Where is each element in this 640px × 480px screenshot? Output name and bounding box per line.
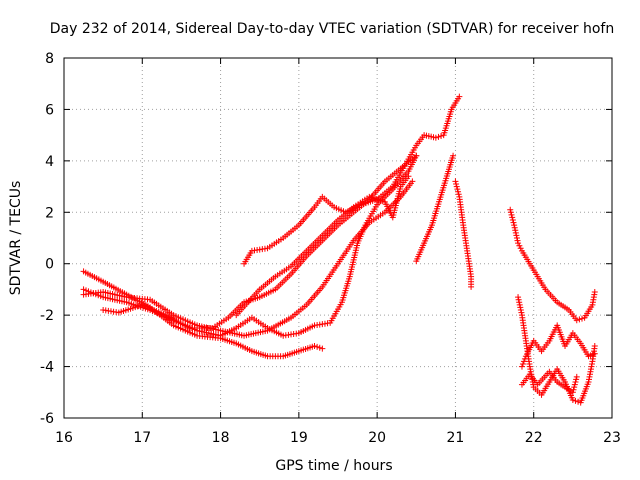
data-point-marker [509, 217, 516, 223]
data-point-marker [452, 178, 459, 185]
data-point-marker [572, 379, 579, 385]
x-tick-label: 16 [55, 430, 73, 446]
data-point-marker [518, 363, 525, 370]
data-point-marker [571, 381, 578, 388]
series-track-11 [518, 322, 598, 370]
data-point-marker [515, 296, 522, 303]
data-point-marker [508, 211, 515, 218]
x-tick-label: 19 [290, 430, 308, 446]
data-point-marker [438, 133, 445, 139]
data-point-marker [510, 219, 517, 226]
data-point-marker [575, 398, 582, 405]
data-point-marker [314, 343, 321, 350]
data-point-marker [569, 397, 576, 403]
data-point-marker [432, 134, 439, 141]
data-point-marker [569, 389, 576, 396]
data-point-marker [571, 384, 578, 391]
plot-frame [63, 57, 613, 419]
data-point-marker [591, 343, 598, 349]
data-point-marker [591, 350, 598, 357]
y-tick-label: 2 [45, 205, 54, 221]
data-point-marker [572, 397, 579, 404]
series-track-4 [80, 152, 420, 339]
data-point-marker [319, 345, 326, 352]
data-point-marker [468, 283, 475, 290]
data-point-marker [521, 355, 528, 362]
chart-title: Day 232 of 2014, Sidereal Day-to-day VTE… [50, 21, 614, 37]
series-track-6 [233, 173, 412, 319]
data-point-marker [570, 386, 577, 393]
y-axis-label: SDTVAR / TECUs [8, 181, 24, 296]
y-tick-label: -6 [40, 411, 54, 427]
series-track-5 [241, 93, 463, 267]
data-point-marker [511, 224, 518, 231]
y-tick-label: 4 [45, 154, 54, 170]
x-tick-label: 18 [212, 430, 230, 446]
series-track-2 [80, 268, 326, 360]
data-point-marker [513, 232, 520, 239]
series-track-10 [515, 294, 598, 406]
y-tick-label: -4 [40, 360, 54, 376]
data-point-marker [573, 317, 580, 324]
series-track-8 [452, 178, 475, 290]
data-point-marker [576, 316, 583, 323]
data-point-marker [455, 188, 462, 195]
data-point-marker [516, 242, 523, 249]
y-tick-label: -2 [40, 308, 54, 324]
data-point-marker [517, 245, 524, 252]
data-point-marker [435, 133, 442, 140]
data-point-marker [520, 358, 527, 365]
x-axis-label: GPS time / hours [275, 458, 392, 474]
y-tick-label: 8 [45, 51, 54, 67]
data-point-marker [591, 289, 598, 295]
data-point-marker [413, 152, 420, 159]
data-point-marker [513, 235, 520, 241]
data-point-marker [507, 206, 514, 213]
data-point-marker [316, 344, 323, 351]
data-point-marker [516, 299, 523, 306]
data-point-marker [573, 373, 580, 380]
data-point-marker [578, 315, 585, 322]
y-tick-labels: -6 -4 -2 0 2 4 6 8 [40, 51, 54, 427]
data-point-marker [512, 229, 519, 236]
data-point-marker [512, 227, 519, 234]
data-point-marker [511, 222, 518, 229]
data-point-marker [519, 361, 526, 367]
data-point-marker [514, 237, 521, 244]
x-tick-label: 17 [133, 430, 151, 446]
data-point-marker [518, 309, 525, 316]
data-point-marker [517, 307, 524, 313]
data-point-marker [456, 93, 463, 100]
x-tick-label: 22 [525, 430, 543, 446]
data-point-marker [405, 173, 412, 180]
x-tick-label: 21 [447, 430, 465, 446]
data-point-marker [515, 294, 522, 301]
data-point-marker [450, 152, 457, 159]
data-points [80, 93, 598, 406]
y-tick-label: 0 [45, 257, 54, 273]
series-track-12 [518, 368, 580, 396]
y-tick-label: 6 [45, 102, 54, 118]
data-point-marker [507, 209, 514, 216]
series-track-9 [507, 206, 598, 324]
data-point-marker [515, 240, 522, 247]
data-point-marker [455, 191, 462, 198]
data-point-marker [573, 376, 580, 383]
x-tick-label: 23 [603, 430, 621, 446]
x-tick-labels: 16 17 18 19 20 21 22 23 [55, 430, 621, 446]
data-point-marker [453, 183, 460, 190]
data-point-marker [409, 178, 416, 185]
data-point-marker [453, 181, 460, 187]
x-tick-label: 20 [368, 430, 386, 446]
data-point-marker [517, 304, 524, 311]
series-track-7 [413, 152, 457, 265]
axis-ticks [63, 57, 613, 419]
data-point-marker [516, 301, 523, 308]
data-point-marker [311, 343, 318, 349]
data-point-marker [454, 186, 461, 193]
data-point-marker [509, 214, 516, 221]
